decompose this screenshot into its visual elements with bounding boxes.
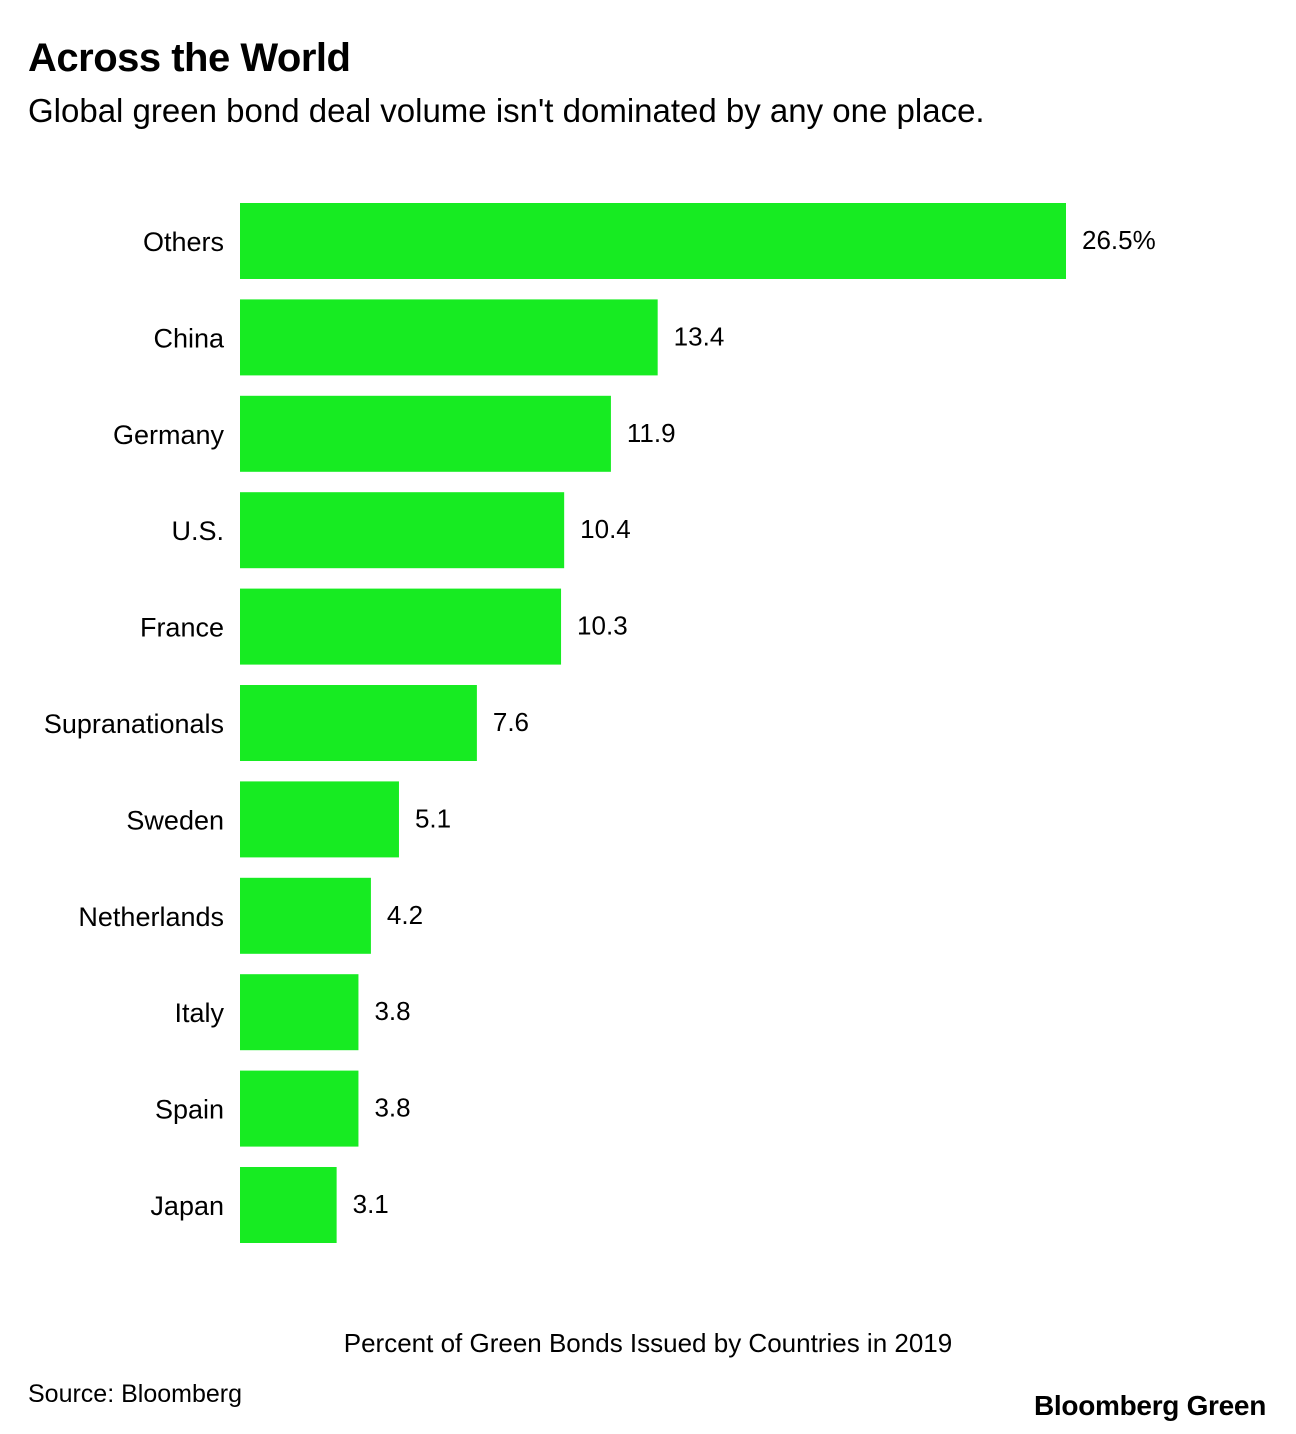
category-label: Italy <box>174 998 224 1028</box>
bar-france <box>240 588 562 665</box>
value-label: 10.4 <box>580 514 631 544</box>
bar-germany <box>240 395 611 472</box>
category-label: Sweden <box>126 805 224 835</box>
source-note: Source: Bloomberg <box>28 1380 243 1408</box>
value-label: 7.6 <box>493 707 529 737</box>
bar-italy <box>240 974 359 1051</box>
chart-title: Across the World <box>28 36 351 80</box>
value-label: 4.2 <box>387 900 423 930</box>
value-label: 3.8 <box>374 1093 410 1123</box>
bar-sweden <box>240 781 399 858</box>
category-label: Netherlands <box>78 902 224 932</box>
category-label: U.S. <box>171 516 224 546</box>
bar-supranationals <box>240 685 477 761</box>
category-label: Others <box>143 227 224 257</box>
bar-others <box>240 203 1066 279</box>
bar-japan <box>240 1167 337 1243</box>
category-label: Japan <box>150 1191 224 1221</box>
category-label: Germany <box>113 420 225 450</box>
category-label: France <box>140 613 224 643</box>
x-axis-label: Percent of Green Bonds Issued by Countri… <box>343 1328 953 1358</box>
value-label: 26.5% <box>1082 225 1156 255</box>
value-label: 5.1 <box>415 803 451 833</box>
bar-chart: Others 26.5% China 13.4 Germany 11.9 U.S. 10.4 F… <box>44 203 1156 1243</box>
bar-u-s <box>240 492 565 569</box>
value-label: 13.4 <box>674 321 725 351</box>
chart-subtitle: Global green bond deal volume isn't domi… <box>28 92 985 129</box>
bar-china <box>240 299 658 376</box>
category-label: China <box>153 323 225 353</box>
value-label: 3.8 <box>374 996 410 1026</box>
value-label: 3.1 <box>353 1189 389 1219</box>
value-label: 10.3 <box>577 611 628 641</box>
bar-netherlands <box>240 877 371 954</box>
category-label: Spain <box>155 1095 224 1125</box>
bar-spain <box>240 1070 359 1147</box>
brand-logo-text: Bloomberg Green <box>1034 1390 1266 1421</box>
value-label: 11.9 <box>627 418 676 448</box>
category-label: Supranationals <box>44 709 224 739</box>
